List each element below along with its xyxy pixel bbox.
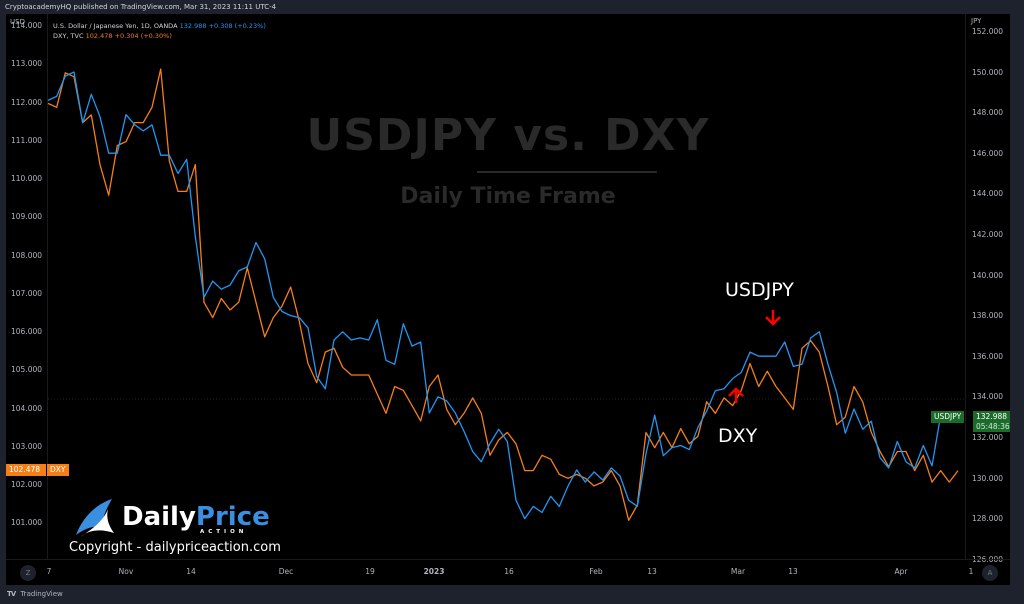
- tradingview-logo-icon: TV: [7, 590, 16, 598]
- time-axis-label: Dec: [278, 567, 294, 576]
- time-axis-label: 7: [46, 567, 52, 576]
- watermark-divider: [477, 171, 657, 173]
- auto-scale-button[interactable]: A: [982, 565, 998, 581]
- time-axis-label: Apr: [894, 567, 908, 576]
- usdjpy-price-tag: 132.988 05:48:36: [973, 411, 1010, 432]
- usdjpy-price-value: 132.988: [976, 412, 1008, 421]
- left-axis-unit: USD: [10, 18, 25, 26]
- time-axis-label: 13: [788, 567, 798, 576]
- legend-dxy-change: +0.304 (+0.30%): [114, 32, 172, 40]
- dailypriceaction-logo: DailyPrice ACTION: [72, 497, 270, 541]
- chart-area[interactable]: USD 114.000 113.000 112.000 111.000 110.000 1…: [6, 14, 1010, 585]
- right-axis-unit: JPY: [971, 17, 982, 25]
- footer: TV TradingView: [0, 585, 1024, 604]
- legend-dxy[interactable]: DXY, TVC 102.478 +0.304 (+0.30%): [53, 31, 266, 41]
- legend: U.S. Dollar / Japanese Yen, 1D, OANDA 13…: [53, 21, 266, 41]
- right-axis-tick: 142.000: [972, 230, 1004, 239]
- left-axis-tick: 109.000: [11, 212, 43, 222]
- arrow-down-icon: [765, 310, 781, 326]
- line-plot: [47, 68, 966, 521]
- logo-action: ACTION: [200, 529, 248, 535]
- dxy-line: [47, 68, 959, 521]
- left-axis-tick: 113.000: [11, 59, 43, 69]
- time-axis-label: 14: [186, 567, 196, 576]
- usdjpy-countdown: 05:48:36: [976, 422, 1010, 431]
- arrow-up-icon: [728, 387, 744, 403]
- right-axis-tick: 148.000: [972, 108, 1004, 118]
- logo-wordmark: DailyPrice: [122, 502, 270, 532]
- right-axis-tick: 152.000: [972, 27, 1004, 36]
- left-axis-tick: 101.000: [11, 518, 43, 528]
- left-axis-tick: 114.000: [11, 21, 43, 30]
- zoom-reset-button[interactable]: Z: [20, 565, 36, 581]
- time-axis-label: 1: [968, 567, 974, 576]
- time-axis-label: Feb: [589, 567, 603, 576]
- left-axis-tick: 102.000: [11, 480, 43, 489]
- left-axis-tick: 106.000: [11, 327, 43, 336]
- left-axis-tick: 107.000: [11, 288, 43, 298]
- footer-brand[interactable]: TradingView: [20, 590, 63, 598]
- left-axis-tick: 108.000: [11, 250, 43, 260]
- right-axis-tick: 132.000: [972, 433, 1004, 442]
- time-axis-label: 2023: [423, 567, 445, 576]
- left-axis-tick: 104.000: [11, 403, 43, 413]
- legend-usdjpy-price: 132.988: [179, 22, 207, 30]
- right-axis-tick: 146.000: [972, 148, 1004, 158]
- usdjpy-label-tag: USDJPY: [931, 411, 965, 423]
- right-axis-tick: 130.000: [972, 473, 1004, 483]
- time-axis[interactable]: Z 7 Nov 14 Dec 19 2023 16 Feb 13 Mar 13 Apr 1 A: [6, 559, 1010, 585]
- right-axis-tick: 144.000: [972, 189, 1004, 199]
- legend-usdjpy-name: U.S. Dollar / Japanese Yen, 1D, OANDA: [53, 22, 178, 30]
- time-axis-label: 13: [647, 567, 657, 576]
- legend-dxy-name: DXY, TVC: [53, 32, 84, 40]
- copyright-text: Copyright - dailypriceaction.com: [69, 540, 281, 555]
- time-axis-label: 19: [365, 567, 375, 576]
- published-header: CryptoacademyHQ published on TradingView…: [0, 0, 1024, 14]
- time-axis-label: Nov: [118, 567, 134, 576]
- left-axis-tick: 105.000: [11, 365, 43, 375]
- legend-usdjpy-change: +0.308 (+0.23%): [208, 22, 266, 30]
- dxy-label-tag: DXY: [47, 464, 69, 476]
- annotation-usdjpy: USDJPY: [725, 279, 794, 301]
- left-price-axis[interactable]: USD 114.000 113.000 112.000 111.000 110.000 1…: [6, 14, 48, 560]
- right-axis-tick: 138.000: [972, 311, 1004, 321]
- legend-dxy-price: 102.478: [85, 32, 113, 40]
- left-axis-tick: 112.000: [11, 97, 43, 107]
- left-axis-tick: 103.000: [11, 441, 43, 451]
- logo-wing-icon: [76, 499, 114, 537]
- right-axis-tick: 140.000: [972, 270, 1004, 280]
- annotation-dxy: DXY: [718, 425, 758, 447]
- right-axis-tick: 134.000: [972, 392, 1004, 402]
- dxy-price-tag: 102.478: [6, 464, 46, 476]
- legend-usdjpy[interactable]: U.S. Dollar / Japanese Yen, 1D, OANDA 13…: [53, 21, 266, 31]
- watermark-subtitle: Daily Time Frame: [400, 184, 616, 209]
- right-axis-tick: 136.000: [972, 351, 1004, 361]
- left-axis-tick: 111.000: [11, 135, 43, 145]
- usdjpy-line: [47, 71, 959, 520]
- time-axis-label: Mar: [730, 567, 746, 576]
- right-axis-tick: 128.000: [972, 514, 1004, 524]
- time-axis-label: 16: [504, 567, 514, 576]
- left-axis-tick: 110.000: [11, 174, 43, 183]
- right-axis-tick: 150.000: [972, 67, 1004, 77]
- right-price-axis[interactable]: JPY 152.000 150.000 148.000 146.000 144.000 1…: [965, 14, 1010, 564]
- watermark-title: USDJPY vs. DXY: [306, 110, 710, 161]
